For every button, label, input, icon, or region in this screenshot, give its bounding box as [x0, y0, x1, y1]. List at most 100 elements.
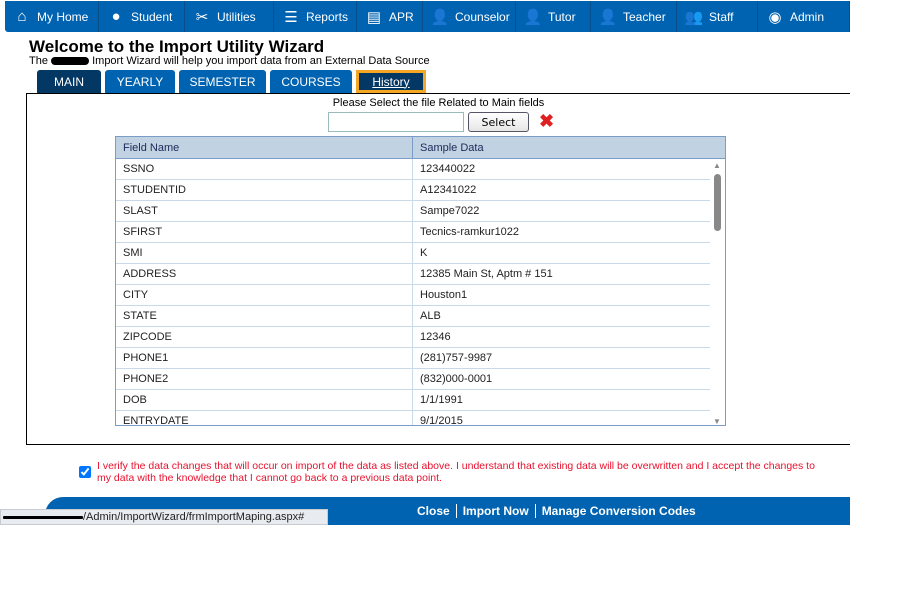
nav-tutor[interactable]: 👤 Tutor	[516, 1, 591, 32]
field-mapping-grid: Field Name Sample Data SSNO 123440022 STUD…	[115, 136, 726, 426]
subtitle-text: Import Wizard will help you import data …	[92, 55, 430, 67]
tab-yearly[interactable]: YEARLY	[105, 70, 175, 93]
field-name-cell: SLAST	[116, 201, 413, 221]
sample-data-cell: 12346	[420, 331, 451, 343]
column-header-sample-data: Sample Data	[413, 137, 711, 158]
field-name-cell: CITY	[116, 285, 413, 305]
table-row[interactable]: STUDENTID A12341022	[116, 180, 725, 201]
page-subtitle: The Import Wizard will help you import d…	[29, 55, 430, 67]
sample-data-cell: Tecnics-ramkur1022	[420, 226, 520, 238]
field-name-cell: SMI	[116, 243, 413, 263]
table-row[interactable]: SFIRST Tecnics-ramkur1022	[116, 222, 725, 243]
table-row[interactable]: STATE ALB	[116, 306, 725, 327]
table-row[interactable]: SLAST Sampe7022	[116, 201, 725, 222]
sample-data-cell: K	[420, 247, 428, 259]
sample-data-cell: ALB	[420, 310, 441, 322]
nav-apr[interactable]: ▤ APR	[357, 1, 423, 32]
column-header-field-name: Field Name	[116, 137, 413, 158]
grid-header: Field Name Sample Data	[116, 137, 725, 159]
close-link[interactable]: Close	[417, 504, 450, 518]
tab-bar: MAIN YEARLY SEMESTER COURSES History	[37, 70, 426, 93]
select-file-button[interactable]: Select	[468, 112, 529, 132]
student-icon: ●	[111, 8, 121, 25]
main-panel: Please Select the file Related to Main f…	[26, 93, 850, 445]
nav-label: Student	[131, 9, 173, 24]
grid-scrollbar[interactable]: ▲ ▼	[710, 159, 725, 426]
nav-label: APR	[389, 9, 414, 24]
field-name-cell: SFIRST	[116, 222, 413, 242]
sample-data-cell: (832)000-0001	[420, 373, 493, 385]
manage-conversion-codes-link[interactable]: Manage Conversion Codes	[541, 504, 696, 518]
field-name-cell: DOB	[116, 390, 413, 410]
file-prompt: Please Select the file Related to Main f…	[332, 97, 545, 109]
import-now-link[interactable]: Import Now	[462, 504, 529, 518]
top-nav: ⌂ My Home ● Student ✂ Utilities ☰ Reports ▤ APR 👤 C…	[5, 1, 850, 32]
nav-label: Teacher	[623, 9, 666, 24]
nav-my-home[interactable]: ⌂ My Home	[5, 1, 99, 32]
verify-consent[interactable]: I verify the data changes that will occu…	[79, 460, 817, 484]
verify-checkbox[interactable]	[79, 466, 91, 478]
clear-file-icon[interactable]: ✖	[539, 111, 555, 131]
table-row[interactable]: CITY Houston1	[116, 285, 725, 306]
nav-label: My Home	[37, 9, 89, 24]
tab-courses[interactable]: COURSES	[270, 70, 352, 93]
field-name-cell: STATE	[116, 306, 413, 326]
tab-history[interactable]: History	[356, 70, 426, 93]
scroll-down-icon[interactable]: ▼	[713, 417, 721, 426]
subtitle-text: The	[29, 55, 48, 67]
table-row[interactable]: ZIPCODE 12346	[116, 327, 725, 348]
nav-label: Reports	[305, 9, 348, 24]
table-row[interactable]: PHONE2 (832)000-0001	[116, 369, 725, 390]
sample-data-cell: Sampe7022	[420, 205, 480, 217]
field-name-cell: ENTRYDATE	[116, 411, 413, 425]
table-row[interactable]: SSNO 123440022	[116, 159, 725, 180]
verify-text: I verify the data changes that will occu…	[97, 460, 815, 484]
field-name-cell: STUDENTID	[116, 180, 413, 200]
browser-status-url: /Admin/ImportWizard/frmImportMaping.aspx…	[0, 509, 328, 525]
nav-teacher[interactable]: 👤 Teacher	[591, 1, 677, 32]
divider	[534, 504, 536, 518]
tutor-icon: 👤	[523, 8, 543, 26]
tab-semester[interactable]: SEMESTER	[179, 70, 266, 93]
counselor-icon: 👤	[430, 8, 450, 26]
field-name-cell: ADDRESS	[116, 264, 413, 284]
nav-utilities[interactable]: ✂ Utilities	[185, 1, 274, 32]
sample-data-cell: (281)757-9987	[420, 352, 493, 364]
table-row[interactable]: PHONE1 (281)757-9987	[116, 348, 725, 369]
sample-data-cell: A12341022	[420, 184, 477, 196]
nav-admin[interactable]: ◉ Admin	[758, 1, 850, 32]
field-name-cell: PHONE1	[116, 348, 413, 368]
scroll-thumb[interactable]	[714, 174, 721, 231]
home-icon: ⌂	[17, 8, 27, 25]
nav-student[interactable]: ● Student	[99, 1, 185, 32]
nav-label: Utilities	[217, 9, 256, 24]
list-icon: ☰	[284, 8, 298, 26]
admin-icon: ◉	[768, 8, 782, 26]
field-name-cell: ZIPCODE	[116, 327, 413, 347]
teacher-icon: 👤	[598, 8, 618, 26]
redacted-name	[51, 57, 90, 66]
sample-data-cell: 1/1/1991	[420, 394, 463, 406]
table-row[interactable]: ENTRYDATE 9/1/2015	[116, 411, 725, 426]
status-url-text: /Admin/ImportWizard/frmImportMaping.aspx…	[83, 511, 305, 523]
nav-label: Admin	[790, 9, 825, 24]
tab-main[interactable]: MAIN	[37, 70, 101, 93]
sample-data-cell: 123440022	[420, 163, 476, 175]
table-row[interactable]: ADDRESS 12385 Main St, Aptm # 151	[116, 264, 725, 285]
nav-label: Counselor	[455, 9, 510, 24]
staff-icon: 👥	[684, 8, 704, 26]
file-path-input[interactable]	[328, 112, 464, 132]
table-row[interactable]: DOB 1/1/1991	[116, 390, 725, 411]
nav-label: Staff	[709, 9, 734, 24]
scroll-up-icon[interactable]: ▲	[713, 161, 721, 170]
redacted-domain	[3, 515, 83, 519]
sample-data-cell: 9/1/2015	[420, 415, 463, 426]
nav-reports[interactable]: ☰ Reports	[274, 1, 357, 32]
nav-counselor[interactable]: 👤 Counselor	[423, 1, 516, 32]
nav-staff[interactable]: 👥 Staff	[677, 1, 758, 32]
page-title: Welcome to the Import Utility Wizard	[29, 37, 325, 56]
nav-label: Tutor	[548, 9, 576, 24]
field-name-cell: PHONE2	[116, 369, 413, 389]
table-row[interactable]: SMI K	[116, 243, 725, 264]
sample-data-cell: Houston1	[420, 289, 468, 301]
